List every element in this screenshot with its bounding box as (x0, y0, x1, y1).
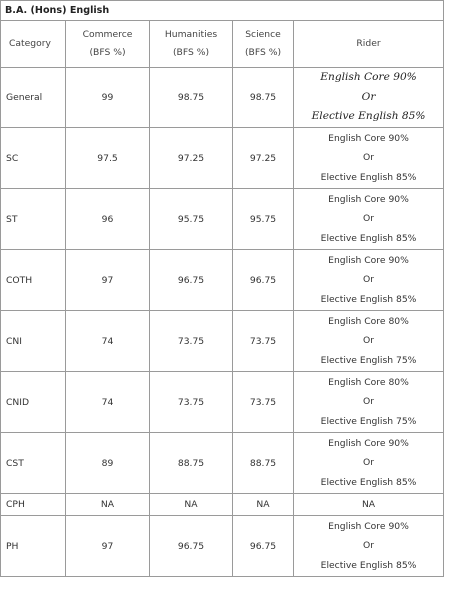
science-cell: 88.75 (232, 432, 294, 494)
rider-line: Or (363, 152, 375, 164)
header-rider: Rider (292, 20, 445, 68)
header-humanities-unit: (BFS %) (172, 47, 210, 58)
rider-line: Or (363, 457, 375, 469)
table-row: PH 97 96.75 96.75 English Core 90% Or Elective… (0, 515, 445, 577)
table-row: CPH NA NA NA NA (0, 493, 445, 516)
category-cell: COTH (0, 249, 66, 311)
science-cell: 96.75 (232, 515, 294, 577)
rider-line: Elective English 85% (320, 232, 417, 244)
science-cell: 73.75 (232, 371, 294, 433)
header-science-unit: (BFS %) (244, 47, 282, 58)
rider-cell: English Core 80% Or Elective English 75% (292, 310, 445, 372)
table-row: CST 89 88.75 88.75 English Core 90% Or Electiv… (0, 432, 445, 494)
commerce-cell: 97.5 (65, 127, 150, 189)
rider-line: Or (363, 213, 375, 225)
header-commerce-unit: (BFS %) (89, 47, 126, 58)
rider-line: English Core 80% (328, 376, 409, 388)
commerce-cell: 74 (65, 371, 150, 433)
rider-cell: English Core 90% Or Elective English 85% (292, 515, 445, 577)
category-cell: CNI (0, 310, 66, 372)
commerce-cell: 96 (65, 188, 150, 250)
header-science: Science (BFS %) (232, 20, 294, 68)
rider-line: Or (363, 274, 375, 286)
science-cell: 98.75 (232, 67, 294, 128)
category-cell: CPH (0, 493, 66, 516)
rider-line: English Core 80% (328, 315, 409, 327)
category-cell: CST (0, 432, 66, 494)
rider-line: Or (363, 335, 375, 347)
science-cell: NA (232, 493, 294, 516)
humanities-cell: 73.75 (149, 371, 233, 433)
rider-line: Elective English 85% (311, 110, 426, 123)
commerce-cell: 99 (65, 67, 150, 128)
table-row: CNID 74 73.75 73.75 English Core 80% Or Electi… (0, 371, 445, 433)
rider-line: Elective English 85% (320, 559, 417, 571)
rider-line: English Core 90% (328, 520, 409, 532)
rider-line: Or (363, 540, 375, 552)
science-cell: 96.75 (232, 249, 294, 311)
rider-line: NA (361, 498, 376, 510)
rider-line: English Core 90% (328, 193, 409, 205)
table-title: B.A. (Hons) English (0, 0, 445, 21)
rider-line: English Core 90% (328, 132, 409, 144)
science-cell: 95.75 (232, 188, 294, 250)
header-humanities: Humanities (BFS %) (149, 20, 233, 68)
rider-cell: English Core 90% Or Elective English 85% (292, 127, 445, 189)
category-cell: ST (0, 188, 66, 250)
table-row: CNI 74 73.75 73.75 English Core 80% Or Electiv… (0, 310, 445, 372)
rider-line: English Core 90% (328, 254, 409, 266)
rider-line: Elective English 85% (320, 476, 417, 488)
rider-cell: English Core 90% Or Elective English 85% (292, 249, 445, 311)
header-science-name: Science (245, 29, 281, 40)
table-row: ST 96 95.75 95.75 English Core 90% Or Elective… (0, 188, 445, 250)
rider-line: Elective English 85% (320, 293, 417, 305)
category-cell: SC (0, 127, 66, 189)
rider-cell: English Core 90% Or Elective English 85% (292, 432, 445, 494)
rider-cell: NA (292, 493, 445, 516)
commerce-cell: NA (65, 493, 150, 516)
table-title-row: B.A. (Hons) English (0, 0, 445, 21)
humanities-cell: 95.75 (149, 188, 233, 250)
humanities-cell: 96.75 (149, 249, 233, 311)
commerce-cell: 97 (65, 515, 150, 577)
humanities-cell: 97.25 (149, 127, 233, 189)
humanities-cell: 96.75 (149, 515, 233, 577)
header-commerce-name: Commerce (82, 29, 133, 40)
rider-cell: English Core 90% Or Elective English 85% (292, 188, 445, 250)
category-cell: CNID (0, 371, 66, 433)
rider-line: Or (361, 90, 376, 103)
science-cell: 97.25 (232, 127, 294, 189)
table-row: COTH 97 96.75 96.75 English Core 90% Or Electi… (0, 249, 445, 311)
header-category: Category (0, 20, 66, 68)
commerce-cell: 97 (65, 249, 150, 311)
rider-line: English Core 90% (328, 437, 409, 449)
rider-line: Elective English 75% (320, 415, 417, 427)
humanities-cell: NA (149, 493, 233, 516)
commerce-cell: 74 (65, 310, 150, 372)
humanities-cell: 73.75 (149, 310, 233, 372)
table-row: SC 97.5 97.25 97.25 English Core 90% Or Electi… (0, 127, 445, 189)
category-cell: General (0, 67, 66, 128)
rider-line: Or (363, 396, 375, 408)
header-humanities-name: Humanities (164, 29, 218, 40)
table-body: General 99 98.75 98.75 English Core 90% Or Ele… (0, 67, 445, 577)
commerce-cell: 89 (65, 432, 150, 494)
table-row: General 99 98.75 98.75 English Core 90% Or Ele… (0, 67, 445, 128)
cutoff-table: B.A. (Hons) English Category Commerce (B… (0, 0, 445, 577)
humanities-cell: 98.75 (149, 67, 233, 128)
rider-line: Elective English 75% (320, 354, 417, 366)
header-commerce: Commerce (BFS %) (65, 20, 150, 68)
rider-cell: English Core 80% Or Elective English 75% (292, 371, 445, 433)
rider-line: English Core 90% (320, 71, 417, 84)
science-cell: 73.75 (232, 310, 294, 372)
header-row: Category Commerce (BFS %) Humanities (BF… (0, 20, 445, 68)
rider-line: Elective English 85% (320, 171, 417, 183)
category-cell: PH (0, 515, 66, 577)
rider-cell: English Core 90% Or Elective English 85% (292, 67, 445, 128)
humanities-cell: 88.75 (149, 432, 233, 494)
